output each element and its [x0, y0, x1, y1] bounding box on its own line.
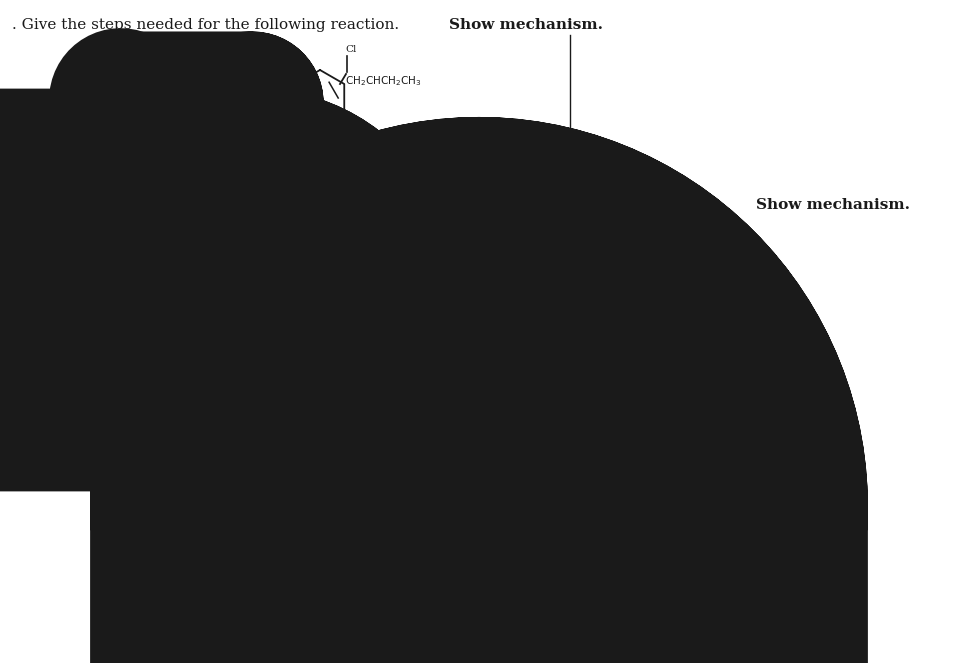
- Text: $\rm CH_2CH_2CH_2CH_3$: $\rm CH_2CH_2CH_2CH_3$: [219, 63, 300, 77]
- Text: +: +: [210, 442, 226, 460]
- Text: Show mechanism.: Show mechanism.: [756, 198, 910, 212]
- FancyBboxPatch shape: [318, 451, 372, 478]
- Text: What sequence of reagents can be used to accomplish the conversion shown below?: What sequence of reagents can be used to…: [42, 198, 703, 212]
- Text: OH: OH: [167, 246, 185, 256]
- Text: . Give the steps needed for the following reaction.: . Give the steps needed for the followin…: [12, 18, 404, 32]
- Text: Fill in the empty boxes in the reaction scheme below.: Fill in the empty boxes in the reaction …: [42, 385, 459, 399]
- FancyBboxPatch shape: [232, 418, 300, 476]
- Text: $\rm Br_2$, heat: $\rm Br_2$, heat: [326, 562, 387, 578]
- FancyBboxPatch shape: [420, 390, 538, 505]
- Text: 40.: 40.: [12, 198, 40, 215]
- Text: Br: Br: [367, 321, 381, 331]
- Text: Show mechanism.: Show mechanism.: [449, 18, 603, 32]
- Text: $\rm CH_3$: $\rm CH_3$: [365, 256, 388, 270]
- Text: Cl: Cl: [345, 46, 356, 54]
- Text: $\rm CH_3$: $\rm CH_3$: [217, 303, 240, 317]
- FancyBboxPatch shape: [420, 542, 538, 637]
- FancyBboxPatch shape: [487, 517, 565, 565]
- Text: 44.: 44.: [12, 385, 40, 402]
- Text: Br: Br: [258, 555, 273, 568]
- Text: Br: Br: [185, 415, 200, 428]
- FancyBboxPatch shape: [318, 416, 372, 443]
- Text: $\rm CH_2CHCH_2CH_3$: $\rm CH_2CHCH_2CH_3$: [345, 74, 422, 88]
